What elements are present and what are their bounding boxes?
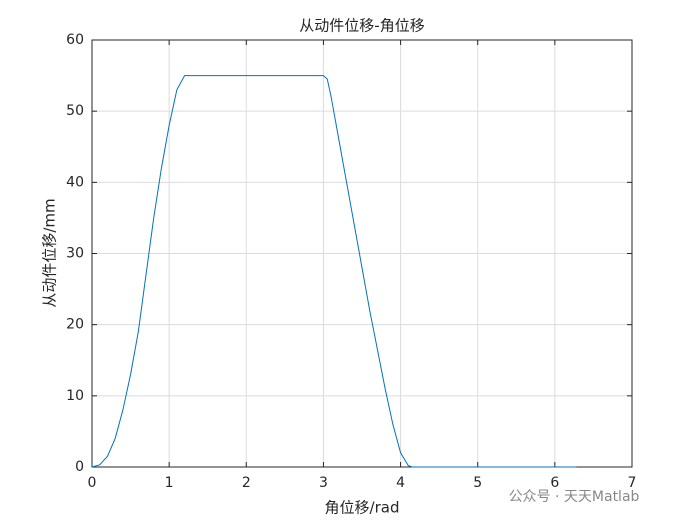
y-tick-label: 40	[66, 174, 84, 190]
y-axis-label: 从动件位移/mm	[41, 198, 59, 307]
x-tick-label: 1	[165, 475, 174, 491]
x-tick-label: 4	[396, 475, 405, 491]
y-tick-label: 30	[66, 246, 84, 262]
y-tick-label: 0	[75, 459, 84, 475]
y-tick-label: 50	[66, 103, 84, 119]
chart-title: 从动件位移-角位移	[299, 17, 424, 35]
y-tick-label: 60	[66, 32, 84, 48]
x-tick-label: 6	[550, 475, 559, 491]
y-tick-label: 10	[66, 388, 84, 404]
x-tick-label: 0	[88, 475, 97, 491]
data-line	[91, 75, 577, 468]
x-tick-label: 2	[242, 475, 251, 491]
x-tick-label: 7	[628, 475, 637, 491]
x-tick-label: 3	[319, 475, 328, 491]
y-tick-label: 20	[66, 317, 84, 333]
plot-frame	[91, 39, 633, 468]
watermark: 公众号 · 天天Matlab	[509, 489, 640, 505]
x-axis-label: 角位移/rad	[325, 499, 400, 517]
x-tick-label: 5	[473, 475, 482, 491]
